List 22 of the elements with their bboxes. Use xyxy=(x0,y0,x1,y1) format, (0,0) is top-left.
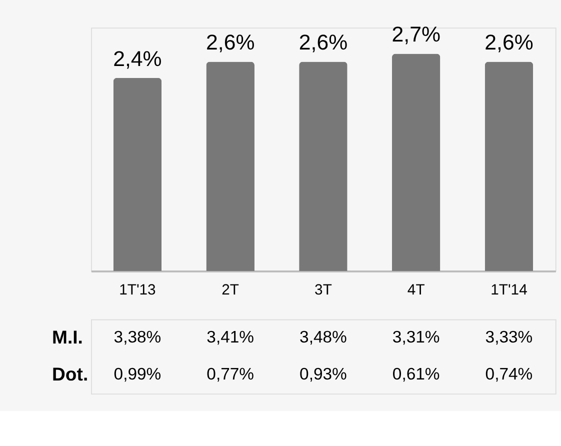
data-label: 2,6% xyxy=(298,30,348,55)
text: 0,77% xyxy=(206,364,254,384)
x-tick-label: 3T xyxy=(314,282,332,299)
text: 3,48% xyxy=(300,328,347,346)
text: 0,61% xyxy=(392,364,440,384)
text: 0,93% xyxy=(300,364,347,384)
text: 0,99% xyxy=(114,364,162,384)
data-label: 2,4% xyxy=(113,46,162,71)
data-label: 2,7% xyxy=(392,22,440,47)
data-label: 2,6% xyxy=(206,30,255,55)
x-tick-label: 1T'14 xyxy=(490,282,528,299)
text: 3,41% xyxy=(206,328,254,346)
x-tick-label: 4T xyxy=(407,282,425,299)
text: 3,31% xyxy=(392,328,440,346)
text: 0,74% xyxy=(485,364,533,384)
text: 3,33% xyxy=(485,328,533,346)
category-label: M.I. xyxy=(52,326,83,348)
data-label: 2,6% xyxy=(484,30,534,55)
text: 3,38% xyxy=(114,328,162,346)
category-label: Dot. xyxy=(52,364,88,385)
x-tick-label: 1T'13 xyxy=(119,282,156,299)
x-tick-label: 2T xyxy=(222,282,240,299)
